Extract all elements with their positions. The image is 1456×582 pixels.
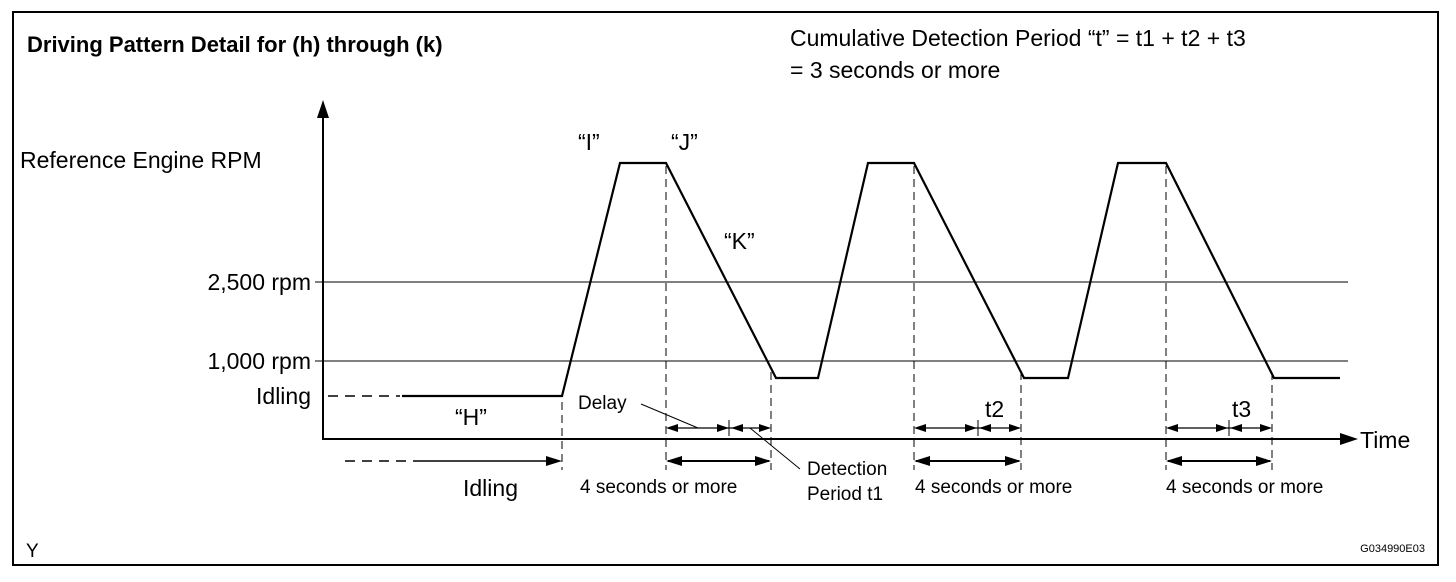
detection-leader [749,427,801,470]
cycle1-arrows [666,420,771,466]
point-k-label: “K” [724,228,755,254]
detection-label-line2: Period t1 [807,484,883,505]
four-seconds-label-1: 4 seconds or more [580,477,737,498]
t3-label: t3 [1232,396,1251,422]
x-axis-label: Time [1360,427,1410,453]
four-seconds-label-3: 4 seconds or more [1166,477,1323,498]
figure-code: G034990E03 [1360,543,1425,555]
delay-label: Delay [578,393,627,414]
y-axis-arrow [317,100,329,118]
cumulative-period-line1: Cumulative Detection Period “t” = t1 + t… [790,25,1246,51]
cycle2-arrows [914,420,1021,466]
point-h-label: “H” [455,404,487,430]
frame-border [12,11,1439,566]
level-2500-label: 2,500 rpm [207,269,311,295]
level-idling-label: Idling [256,383,311,409]
cycle3-arrows [1166,420,1272,466]
time-markers [561,166,1273,470]
diagram-title: Driving Pattern Detail for (h) through (… [27,32,443,57]
corner-letter: Y [26,541,39,562]
t2-label: t2 [985,396,1004,422]
four-seconds-label-2: 4 seconds or more [915,477,1072,498]
level-1000-label: 1,000 rpm [207,348,311,374]
x-axis-arrow [1340,433,1358,445]
rpm-trace [402,161,1340,398]
y-axis-label: Reference Engine RPM [20,147,262,173]
idling-arrowhead [546,456,562,466]
cumulative-period-line2: = 3 seconds or more [790,57,1000,83]
point-j-label: “J” [671,129,698,155]
delay-leader [640,403,699,429]
point-i-label: “I” [578,129,600,155]
idling-annotation: Idling [463,475,518,501]
detection-label-line1: Detection [807,459,887,480]
